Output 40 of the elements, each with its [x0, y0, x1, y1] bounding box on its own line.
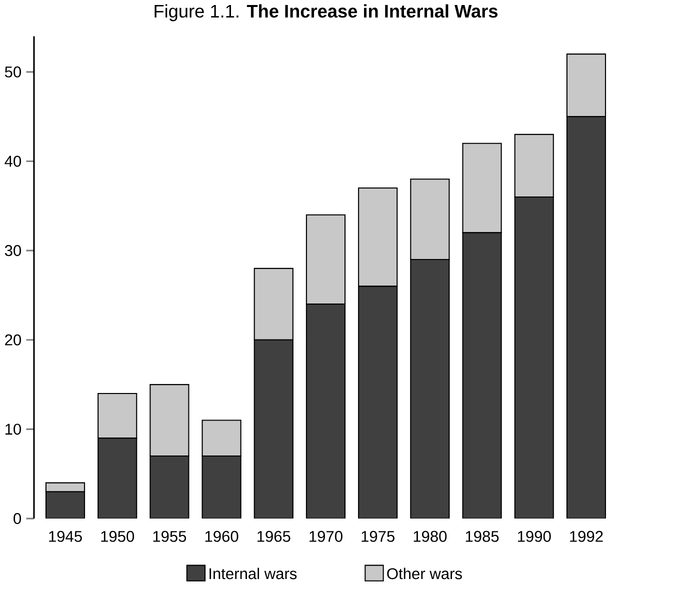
- x-tick-label: 1970: [310, 530, 342, 542]
- bar: [202, 420, 242, 456]
- x-tick-label: 1960: [205, 530, 238, 542]
- legend-label: Other wars: [387, 568, 462, 580]
- bar: [462, 142, 502, 234]
- bar: [410, 178, 450, 260]
- x-tick-label: 1992: [570, 530, 603, 542]
- y-tick-label: 40: [4, 156, 22, 167]
- y-tick-label: 50: [4, 66, 22, 78]
- y-tick-label: 30: [4, 244, 22, 256]
- bar: [358, 286, 398, 518]
- bar: [150, 384, 190, 456]
- bar: [410, 259, 450, 518]
- bar: [566, 116, 606, 518]
- bar: [254, 340, 293, 518]
- bar: [98, 438, 137, 518]
- y-tick-label: 0: [14, 512, 22, 524]
- x-tick-label: 1955: [153, 530, 186, 542]
- bar: [462, 232, 502, 518]
- bar: [306, 214, 346, 304]
- legend-label: Internal wars: [210, 568, 297, 580]
- x-tick-label: 1975: [362, 530, 394, 542]
- bar: [514, 196, 554, 518]
- x-tick-label: 1990: [518, 530, 551, 542]
- bar: [514, 134, 554, 198]
- bar: [254, 268, 294, 340]
- bar: [358, 187, 398, 287]
- bar: [202, 456, 241, 518]
- chart-title: Figure 1.1. The Increase in Internal Wars: [154, 4, 498, 22]
- x-tick-label: 1985: [466, 530, 499, 542]
- bar: [46, 492, 85, 518]
- y-tick-label: 10: [6, 424, 22, 435]
- x-tick-label: 1980: [414, 530, 447, 542]
- bar: [306, 304, 346, 518]
- y-tick-label: 20: [5, 334, 22, 346]
- x-tick-label: 1965: [258, 530, 290, 542]
- x-tick-label: 1945: [49, 530, 82, 542]
- bar: [98, 392, 138, 438]
- x-tick-label: 1950: [101, 530, 134, 542]
- bar: [150, 456, 189, 518]
